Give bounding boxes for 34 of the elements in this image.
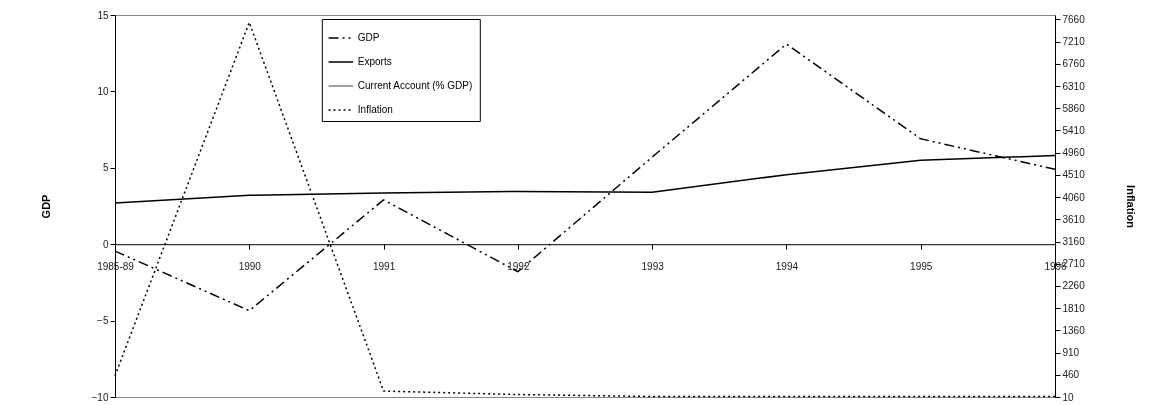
y2-tick-label: 5410 [1062, 124, 1086, 136]
y2-tick-label: 3610 [1062, 213, 1086, 225]
y-tick-label: 5 [102, 162, 109, 174]
y2-axis-title: Inflation [1124, 185, 1137, 229]
y-tick-label: 15 [97, 9, 109, 21]
y2-tick-label: 7660 [1062, 13, 1086, 25]
y2-tick-label: 5860 [1062, 102, 1086, 114]
legend-label: Inflation [357, 104, 393, 115]
y2-tick-label: 3160 [1062, 236, 1086, 248]
legend-label: Exports [357, 56, 392, 67]
y-tick-label: 0 [102, 238, 109, 250]
y2-tick-label: 6310 [1062, 80, 1086, 92]
y2-tick-label: 4960 [1062, 147, 1086, 159]
y-tick-label: −10 [91, 391, 109, 403]
y-axis-title: GDP [39, 194, 52, 219]
legend-label: GDP [357, 32, 380, 43]
y2-tick-label: 4060 [1062, 191, 1086, 203]
y2-tick-label: 10 [1062, 391, 1075, 403]
y2-tick-label: 910 [1062, 347, 1080, 359]
y2-tick-label: 1360 [1062, 324, 1086, 336]
y-tick-label: −5 [97, 315, 109, 327]
y2-tick-label: 7210 [1062, 36, 1086, 48]
x-tick-label: 1990 [238, 260, 262, 272]
y2-tick-label: 460 [1062, 369, 1080, 381]
y2-tick-label: 4510 [1062, 169, 1086, 181]
x-tick-label: 1993 [641, 260, 665, 272]
y2-tick-label: 6760 [1062, 58, 1086, 70]
x-tick-label: 1991 [372, 260, 396, 272]
y2-tick-label: 1810 [1062, 302, 1086, 314]
legend-label: Current Account (% GDP) [357, 80, 473, 91]
y-tick-label: 10 [97, 85, 109, 97]
x-tick-label: 1994 [775, 260, 799, 272]
x-tick-label: 1995 [910, 260, 933, 272]
y2-tick-label: 2260 [1062, 280, 1086, 292]
